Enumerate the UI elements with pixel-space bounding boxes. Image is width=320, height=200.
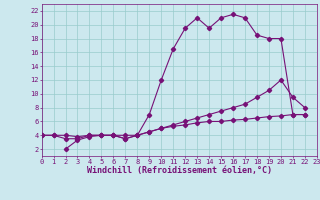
X-axis label: Windchill (Refroidissement éolien,°C): Windchill (Refroidissement éolien,°C)	[87, 166, 272, 175]
